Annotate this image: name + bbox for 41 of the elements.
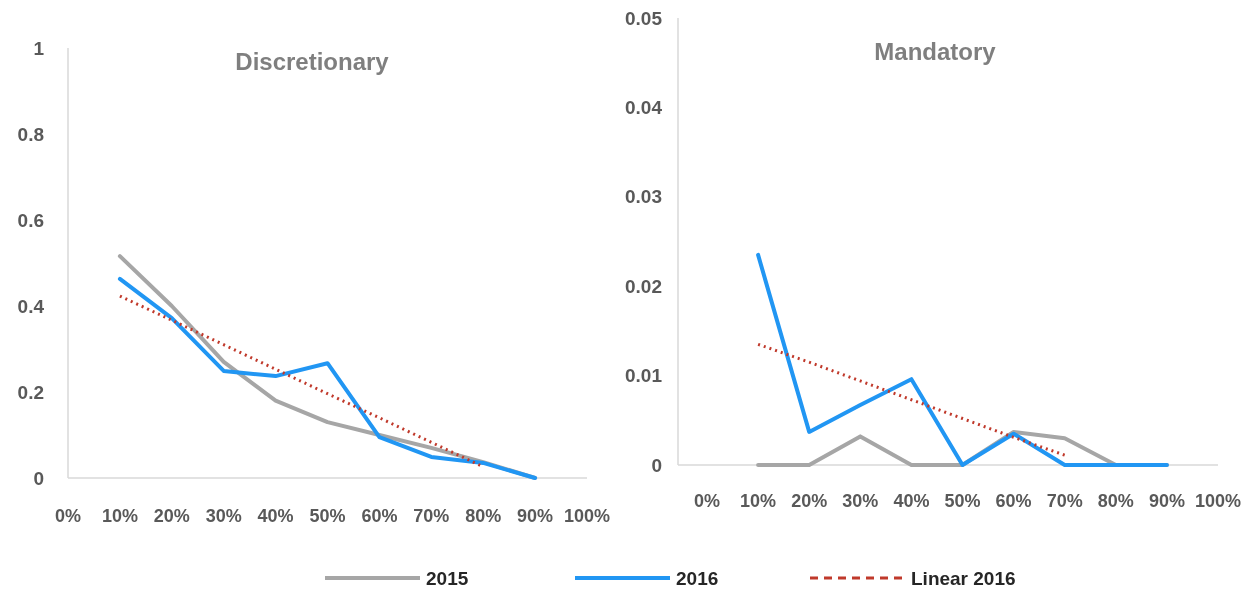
chart-title: Discretionary (235, 48, 390, 75)
x-tick-label: 100% (1194, 491, 1242, 511)
y-tick-label: 1 (33, 37, 45, 59)
y-tick-label: 0.2 (17, 381, 44, 403)
x-tick-label: 30% (205, 506, 242, 526)
y-tick-label: 0.02 (625, 275, 662, 297)
x-tick-label: 50% (309, 506, 346, 526)
y-tick-label: 0.4 (17, 295, 45, 317)
y-tick-label: 0.01 (625, 365, 663, 387)
x-tick-label: 10% (740, 491, 777, 511)
x-tick-label: 30% (842, 491, 879, 511)
x-tick-label: 20% (791, 491, 828, 511)
legend-label: 2015 (426, 567, 469, 589)
x-tick-label: 80% (465, 506, 502, 526)
line-series (756, 252, 1169, 467)
y-tick-label: 0 (33, 467, 44, 489)
x-tick-label: 0% (54, 506, 82, 526)
y-tick-label: 0.8 (17, 123, 44, 145)
x-tick-label: 70% (1046, 491, 1083, 511)
line-series (756, 342, 1067, 457)
x-tick-label: 80% (1097, 491, 1134, 511)
y-tick-label: 0 (651, 454, 662, 476)
legend-label: 2016 (676, 567, 719, 589)
x-tick-label: 10% (101, 506, 138, 526)
y-tick-label: 0.04 (625, 97, 663, 119)
y-tick-label: 0.03 (625, 186, 662, 208)
x-tick-label: 50% (944, 491, 981, 511)
y-tick-label: 0.05 (625, 7, 663, 29)
x-tick-label: 20% (153, 506, 190, 526)
x-tick-label: 40% (893, 491, 930, 511)
x-tick-label: 100% (563, 506, 611, 526)
x-tick-label: 70% (413, 506, 450, 526)
legend-label: Linear 2016 (911, 567, 1016, 589)
x-tick-label: 40% (257, 506, 294, 526)
text: Mandatory (874, 38, 997, 65)
x-tick-label: 60% (995, 491, 1032, 511)
x-tick-label: 60% (361, 506, 398, 526)
x-tick-label: 0% (693, 491, 721, 511)
x-tick-label: 90% (1148, 491, 1185, 511)
x-tick-label: 90% (517, 506, 554, 526)
y-tick-label: 0.6 (17, 209, 44, 231)
